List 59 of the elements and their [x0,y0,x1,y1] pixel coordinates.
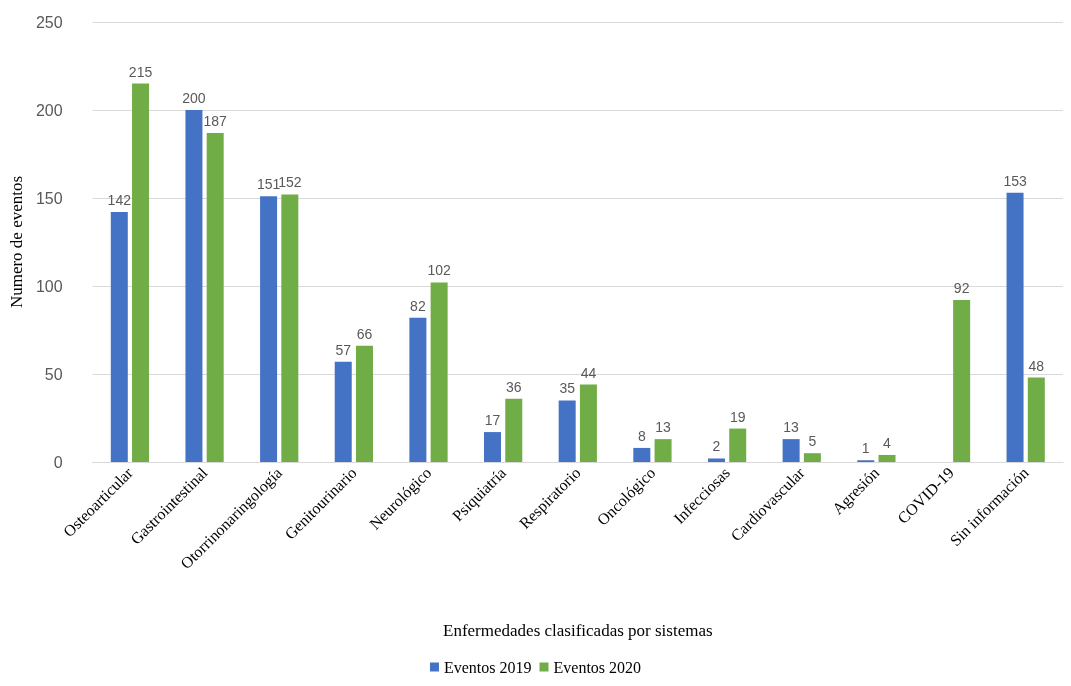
y-tick-label: 100 [35,277,63,295]
bar [484,432,502,462]
data-label: 1 [861,440,870,457]
bar [707,458,725,462]
data-label: 57 [335,341,352,358]
bar [430,282,448,462]
bar [729,428,747,462]
data-label: 48 [1028,357,1045,374]
data-label: 102 [427,262,452,279]
bar [1006,192,1024,462]
data-label: 5 [808,433,817,450]
bar [558,400,576,462]
data-label: 44 [580,364,597,381]
data-label: 13 [783,419,800,436]
bar [505,398,523,462]
legend-label: Eventos 2019 [443,658,532,676]
data-label: 2 [712,438,721,455]
data-label: 66 [356,325,373,342]
bar [654,439,672,462]
y-axis-title: Numero de eventos [7,175,26,309]
bar [355,345,373,462]
y-tick-label: 0 [53,453,63,471]
data-label: 36 [505,378,522,395]
data-label: 17 [484,412,501,429]
data-label: 142 [107,192,132,209]
x-axis-title: Enfermedades clasificadas por sistemas [443,621,713,640]
bar [185,110,203,462]
data-label: 19 [729,408,746,425]
data-label: 200 [182,90,206,106]
y-tick-label: 200 [35,101,63,119]
bar [579,384,597,462]
bar [409,317,427,462]
y-tick-label: 50 [44,365,63,383]
bar [782,439,800,462]
bar [110,212,128,462]
bar [878,454,896,462]
y-tick-label: 150 [35,189,63,207]
bar [334,361,352,462]
data-label: 8 [637,427,646,444]
data-label: 35 [559,380,576,397]
bar [803,453,821,462]
data-label: 187 [203,112,228,129]
bar [953,300,971,462]
data-label: 13 [655,419,672,436]
data-label: 92 [953,280,970,297]
data-label: 151 [256,176,281,193]
bar [633,447,651,462]
bar [206,132,224,462]
data-label: 4 [883,434,892,451]
data-label: 215 [128,63,153,80]
bar [260,196,278,462]
bar [1027,377,1045,462]
legend-label: Eventos 2020 [553,658,642,676]
bar [281,194,299,462]
data-label: 82 [410,297,426,314]
bar [132,83,150,462]
data-label: 152 [278,174,302,191]
y-tick-label: 250 [35,13,63,31]
data-label: 153 [1003,172,1027,189]
